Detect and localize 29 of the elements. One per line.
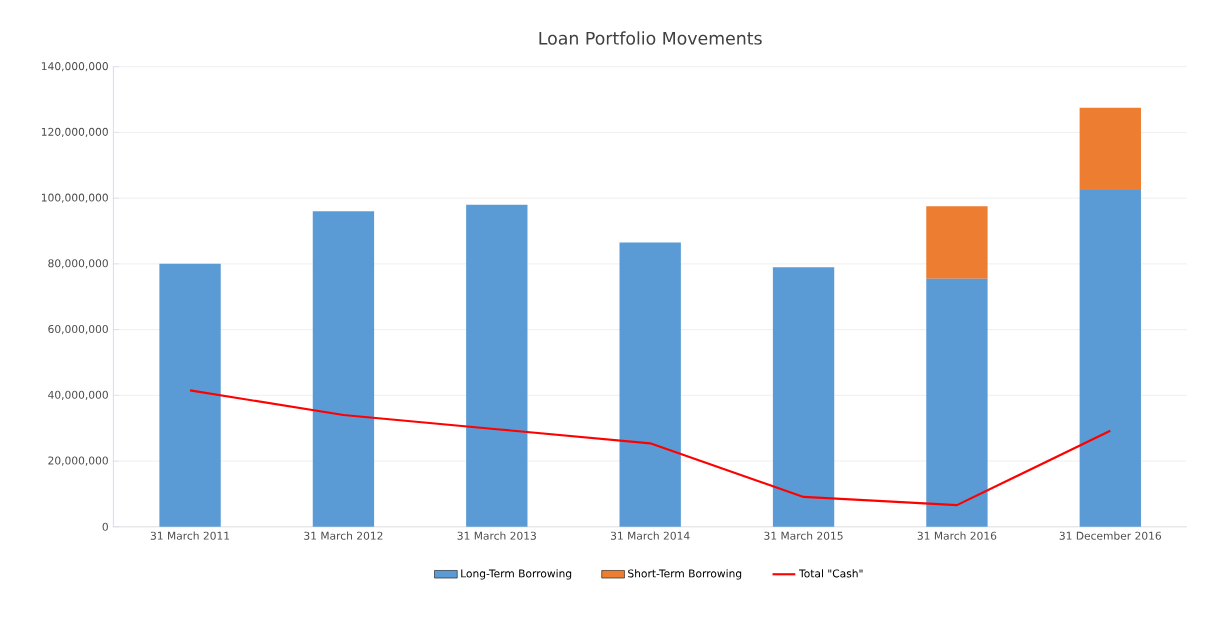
bar	[926, 278, 988, 527]
y-tick-label: 100,000,000	[41, 193, 108, 203]
y-tick-label: 40,000,000	[48, 390, 108, 400]
y-tick-label: 80,000,000	[48, 259, 108, 269]
bar	[466, 204, 528, 527]
legend-label: Long-Term Borrowing	[461, 569, 572, 580]
legend-label: Total "Cash"	[799, 569, 863, 578]
line-series	[188, 389, 1112, 507]
bar	[1079, 107, 1141, 190]
x-tick-label: 31 March 2014	[610, 531, 690, 540]
y-tick-label: 20,000,000	[48, 456, 108, 466]
bar	[159, 263, 221, 527]
bar	[312, 211, 375, 527]
y-tick-label: 60,000,000	[48, 324, 108, 335]
x-tick-label: 31 March 2011	[150, 531, 230, 540]
x-tick-label: 31 March 2012	[304, 531, 383, 540]
x-tick-label: 31 March 2013	[457, 531, 536, 540]
bar	[926, 206, 988, 279]
x-tick-label: 31 March 2015	[764, 531, 843, 540]
bar	[772, 267, 835, 527]
y-tick-label: 120,000,000	[41, 127, 108, 137]
bar	[1079, 189, 1141, 527]
x-tick-label: 31 March 2016	[917, 531, 997, 540]
bar	[619, 242, 681, 527]
y-tick-label: 0	[102, 522, 108, 531]
x-tick-label: 31 December 2016	[1059, 531, 1162, 540]
legend-label: Short-Term Borrowing	[628, 569, 742, 580]
chart-title: Loan Portfolio Movements	[539, 31, 762, 45]
y-tick-label: 140,000,000	[41, 62, 108, 72]
